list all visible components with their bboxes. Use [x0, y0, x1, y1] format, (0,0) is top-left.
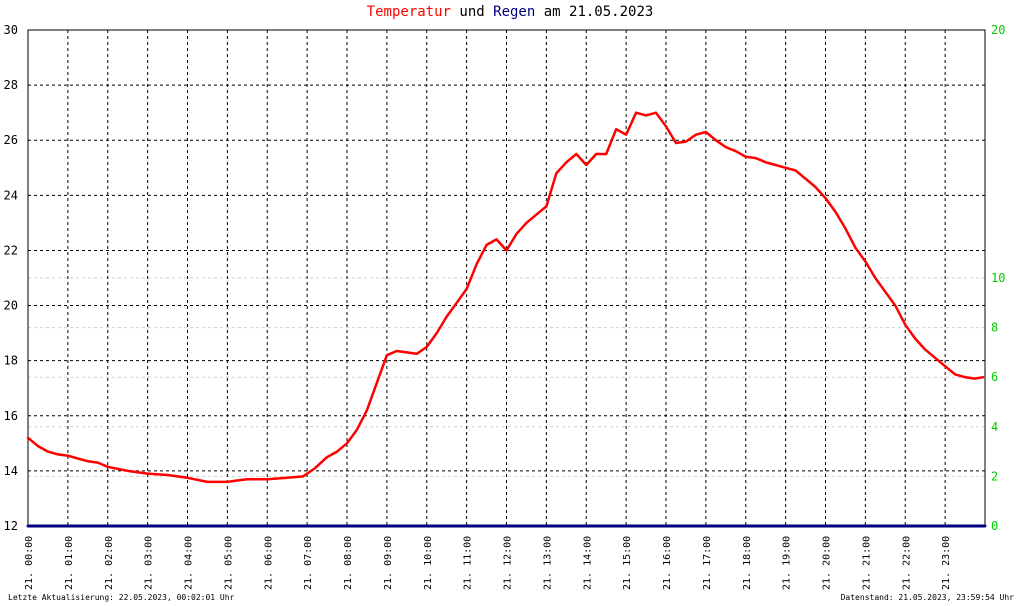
y-right-tick-label: 20 — [991, 23, 1005, 37]
title-date: am 21.05.2023 — [543, 4, 654, 20]
x-tick-label: 21. 16:00 — [662, 536, 673, 590]
y-left-tick-label: 14 — [4, 464, 18, 478]
x-tick-label: 21. 20:00 — [822, 536, 833, 590]
x-tick-label: 21. 19:00 — [782, 536, 793, 590]
x-tick-label: 21. 06:00 — [263, 536, 274, 590]
x-tick-label: 21. 15:00 — [622, 536, 633, 590]
y-left-tick-label: 28 — [4, 78, 18, 92]
x-tick-label: 21. 11:00 — [463, 536, 474, 590]
y-right-tick-label: 8 — [991, 321, 998, 335]
x-tick-label: 21. 04:00 — [184, 536, 195, 590]
title-and: und — [459, 4, 485, 20]
x-tick-label: 21. 09:00 — [383, 536, 394, 590]
y-right-tick-label: 2 — [991, 469, 998, 483]
y-left-tick-label: 26 — [4, 133, 18, 147]
y-left-tick-label: 16 — [4, 409, 18, 423]
x-tick-label: 21. 08:00 — [343, 536, 354, 590]
x-tick-label: 21. 14:00 — [582, 536, 593, 590]
title-temperature: Temperatur — [366, 4, 451, 20]
x-tick-label: 21. 13:00 — [542, 536, 553, 590]
y-left-tick-label: 18 — [4, 354, 18, 368]
x-tick-label: 21. 02:00 — [104, 536, 115, 590]
y-left-tick-label: 24 — [4, 188, 18, 202]
x-tick-label: 21. 21:00 — [861, 536, 872, 590]
x-tick-label: 21. 00:00 — [24, 536, 35, 590]
x-tick-label: 21. 07:00 — [303, 536, 314, 590]
title-rain: Regen — [493, 4, 536, 20]
x-tick-label: 21. 23:00 — [941, 536, 952, 590]
x-tick-label: 21. 12:00 — [503, 536, 514, 590]
chart-title: Temperatur und Regen am 21.05.2023 — [0, 4, 1020, 20]
y-left-tick-label: 12 — [4, 519, 18, 533]
y-left-tick-label: 22 — [4, 243, 18, 257]
data-state-text: Datenstand: 21.05.2023, 23:59:54 Uhr — [840, 593, 1014, 602]
y-right-tick-label: 10 — [991, 271, 1005, 285]
x-tick-label: 21. 03:00 — [144, 536, 155, 590]
x-tick-label: 21. 05:00 — [223, 536, 234, 590]
x-tick-label: 21. 18:00 — [742, 536, 753, 590]
y-right-tick-label: 4 — [991, 420, 998, 434]
y-left-tick-label: 20 — [4, 299, 18, 313]
series-line-temperatur — [26, 111, 985, 484]
y-right-tick-label: 6 — [991, 370, 998, 384]
x-tick-label: 21. 17:00 — [702, 536, 713, 590]
y-left-tick-label: 30 — [4, 23, 18, 37]
last-update-text: Letzte Aktualisierung: 22.05.2023, 00:02… — [8, 593, 235, 602]
x-tick-label: 21. 22:00 — [901, 536, 912, 590]
x-tick-label: 21. 10:00 — [423, 536, 434, 590]
x-tick-label: 21. 01:00 — [64, 536, 75, 590]
y-right-tick-label: 0 — [991, 519, 998, 533]
